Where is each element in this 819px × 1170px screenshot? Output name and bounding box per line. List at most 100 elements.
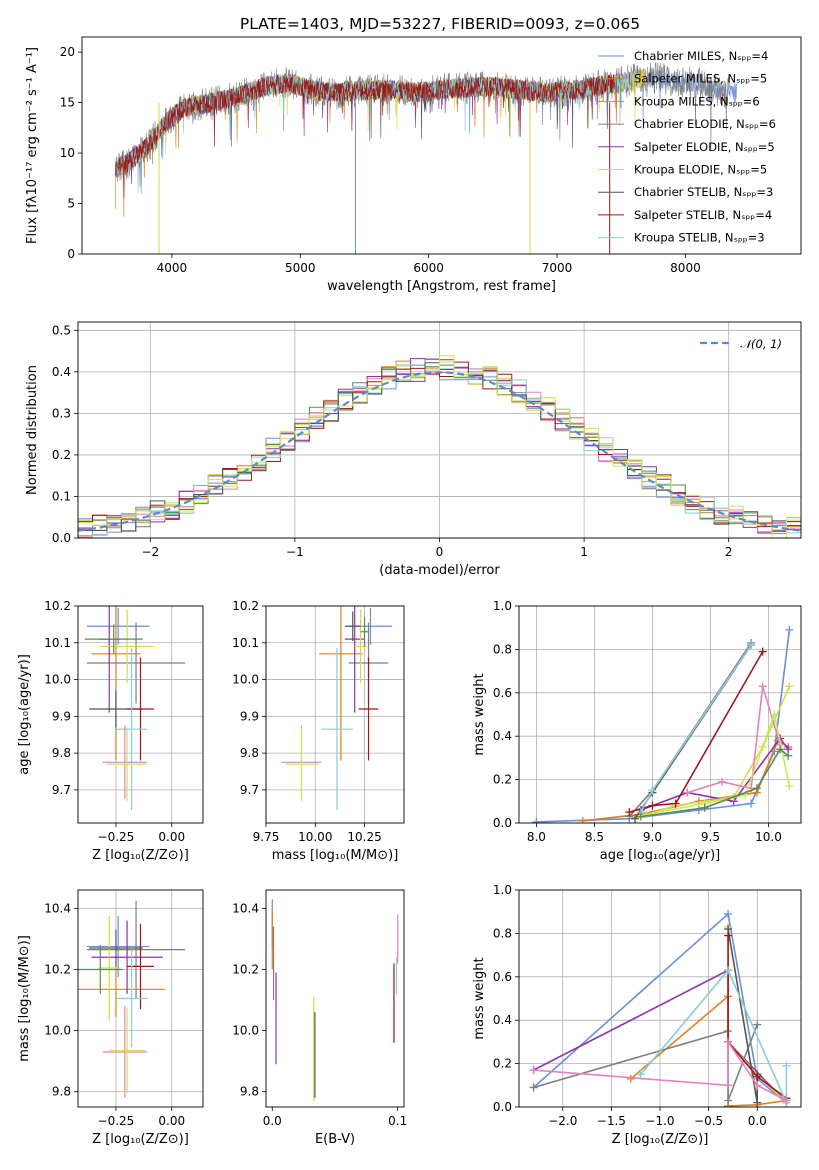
error-point-8 [102, 1006, 148, 1098]
x-tick-label: 10.0 [755, 830, 782, 844]
y-tick-label: 10.1 [232, 636, 259, 650]
series-marker [578, 816, 587, 823]
panel-mass-vs-Z: −0.25 0.00 9.8 10.0 10.2 10.4 Z [log₁₀(Z/Z⊙)] m… [17, 889, 204, 1147]
series-marker [683, 788, 692, 797]
legend-label: Kroupa MILES, Nₛₚₚ=6 [634, 94, 760, 108]
y-axis-label: Normed distribution [25, 365, 40, 495]
plot-frame [77, 605, 204, 824]
y-tick-label: 10.2 [232, 962, 259, 976]
y-tick-label: 0.5 [52, 323, 71, 337]
y-tick-label: 9.7 [240, 783, 259, 797]
mass-weight-series-8 [529, 1037, 791, 1105]
series-marker [782, 1061, 791, 1070]
series-marker [782, 1096, 791, 1105]
x-tick-label: −1.0 [645, 1114, 674, 1128]
plot-area [529, 909, 791, 1107]
series-marker [724, 1081, 733, 1090]
x-tick-label: 8000 [670, 261, 701, 275]
plot-area [84, 606, 186, 811]
error-point-6 [358, 657, 379, 761]
x-tick-label: 0.0 [748, 1114, 767, 1128]
series-marker [758, 682, 767, 691]
x-tick-label: 10.00 [298, 830, 332, 844]
legend: 𝒩(0, 1) [700, 337, 782, 351]
y-tick-label: 0.4 [493, 1013, 512, 1027]
series-marker [724, 1096, 733, 1105]
series-marker [785, 625, 794, 634]
x-tick-label: −0.5 [694, 1114, 723, 1128]
series-marker [785, 682, 794, 691]
series-marker [753, 1020, 762, 1029]
y-tick-label: 0.4 [52, 365, 71, 379]
series-marker [671, 799, 680, 808]
y-tick-label: 10.4 [232, 901, 259, 915]
x-tick-label: 0.00 [158, 1114, 185, 1128]
error-point-9 [109, 1007, 145, 1094]
plot-frame [518, 605, 802, 824]
series-marker [724, 966, 733, 975]
plot-background [266, 606, 404, 823]
y-tick-label: 1.0 [493, 599, 512, 613]
series-marker [747, 641, 756, 650]
panel-age-vs-Z: −0.25 0.00 9.7 9.8 9.9 10.0 10.1 10.2 Z [log₁₀(Z… [17, 599, 204, 863]
x-tick-label: 5000 [285, 261, 316, 275]
series-marker [747, 799, 756, 808]
x-tick-label: 0.1 [388, 1114, 407, 1128]
y-tick-label: 0.3 [52, 406, 71, 420]
y-tick-label: 10.2 [232, 599, 259, 613]
x-tick-label: −2 [141, 545, 159, 559]
y-tick-label: 20 [60, 45, 75, 59]
error-point-5 [89, 929, 143, 967]
plot-area [78, 900, 186, 1098]
y-tick-label: 9.8 [52, 746, 71, 760]
plot-area [271, 899, 399, 1101]
x-tick-label: 0.00 [158, 830, 185, 844]
panel-age-vs-mass: 9.75 10.00 10.25 9.7 9.8 9.9 10.0 10.1 10.2 mass … [232, 599, 405, 863]
panel-spectrum: 4000 5000 6000 7000 8000 0 5 10 15 20 wavelength [… [25, 36, 802, 294]
y-tick-label: 0.8 [493, 926, 512, 940]
error-point-8 [102, 725, 148, 800]
x-tick-label: 8.0 [527, 830, 546, 844]
plot-area [78, 355, 801, 538]
legend-label: Chabrier MILES, Nₛₚₚ=4 [634, 49, 768, 63]
y-tick-label: 9.7 [52, 783, 71, 797]
error-point-9 [285, 727, 318, 801]
plot-frame [265, 889, 405, 1108]
plot-area [115, 61, 737, 254]
error-point-0 [86, 915, 150, 978]
plot-frame [518, 889, 802, 1108]
series-marker [626, 1074, 635, 1083]
x-tick-label: 9.75 [253, 830, 280, 844]
series-marker [636, 1070, 645, 1079]
y-tick-label: 9.8 [52, 1085, 71, 1099]
y-axis-label: mass weight [472, 673, 487, 755]
series-marker [718, 777, 727, 786]
x-axis-label: mass [log₁₀(M/M⊙)] [272, 848, 399, 863]
error-point-0 [86, 607, 150, 645]
x-tick-label: 9.0 [643, 830, 662, 844]
panel-mass-weight-vs-age: 8.0 8.5 9.0 9.5 10.0 0.0 0.2 0.4 0.6 0.8 1.0 age [l… [472, 599, 802, 863]
panel-mass-vs-EBV: 0.0 0.1 9.8 10.0 10.2 10.4 E(B-V) [232, 889, 407, 1147]
x-tick-label: 7000 [542, 261, 573, 275]
series-marker [631, 814, 640, 823]
y-tick-label: 15 [60, 96, 75, 110]
x-tick-label: 0.0 [263, 1114, 282, 1128]
y-tick-label: 0.0 [493, 1100, 512, 1114]
y-tick-label: 10.0 [232, 673, 259, 687]
series-marker [724, 931, 733, 940]
plot-frame [81, 36, 802, 255]
x-axis-label: Z [log₁₀(Z/Z⊙)] [92, 1132, 189, 1147]
series-marker [784, 751, 793, 760]
plot-area [532, 625, 794, 823]
error-point-7 [321, 648, 353, 811]
x-axis-label: (data-model)/error [379, 563, 500, 578]
error-point-3 [91, 920, 163, 994]
series-marker [529, 1083, 538, 1092]
x-tick-label: 2 [725, 545, 733, 559]
series-marker [776, 745, 785, 754]
series-marker [753, 1072, 762, 1081]
series-line [533, 912, 787, 1104]
plot-frame [77, 321, 802, 539]
x-tick-label: 6000 [413, 261, 444, 275]
error-point-5 [344, 611, 361, 641]
